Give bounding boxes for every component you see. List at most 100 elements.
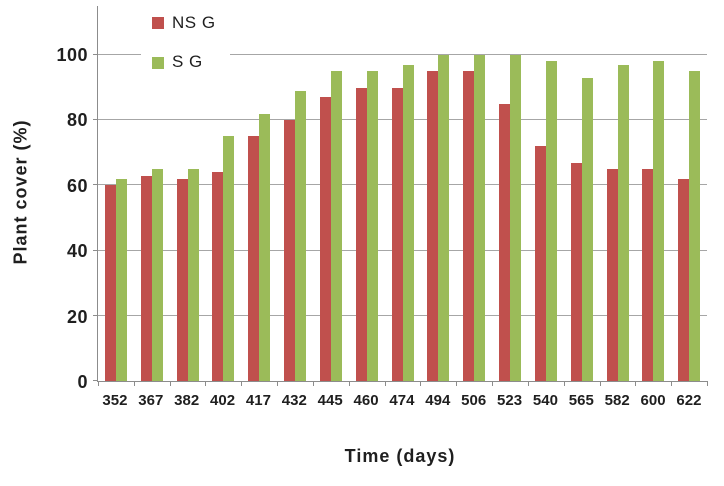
bar-sg-417 <box>259 113 271 381</box>
bar-nsg-540 <box>534 146 546 381</box>
bar-nsg-523 <box>499 103 511 381</box>
x-axis-ticks <box>98 381 708 387</box>
y-axis-title: Plant cover (%) <box>10 119 31 265</box>
bar-sg-622 <box>689 71 701 381</box>
bar-sg-367 <box>151 169 163 381</box>
y-tick-0 <box>93 380 98 381</box>
bar-sg-565 <box>581 77 593 381</box>
bar-sg-474 <box>402 64 414 381</box>
bar-nsg-622 <box>678 178 690 381</box>
legend-label: NS G <box>172 13 216 32</box>
bar-group-445 <box>313 6 349 381</box>
x-axis-label-367: 367 <box>138 392 164 409</box>
legend-item-sg: S G <box>152 52 216 72</box>
bar-sg-600 <box>653 61 665 381</box>
bar-sg-460 <box>366 71 378 381</box>
x-tick-0 <box>98 381 99 386</box>
x-tick-6 <box>312 381 314 386</box>
bar-nsg-367 <box>140 175 152 381</box>
y-axis-label-60: 60 <box>66 175 88 196</box>
x-axis-label-352: 352 <box>102 392 128 409</box>
y-axis-ticks <box>92 6 98 381</box>
bar-group-460 <box>349 6 385 381</box>
bar-nsg-417 <box>248 136 260 381</box>
y-axis-label-20: 20 <box>66 306 88 327</box>
bar-sg-582 <box>617 64 629 381</box>
x-axis-label-600: 600 <box>640 392 666 409</box>
x-tick-16 <box>671 381 673 386</box>
bar-nsg-352 <box>104 185 116 381</box>
bar-sg-494 <box>438 54 450 381</box>
bar-group-352 <box>98 6 134 381</box>
bar-nsg-506 <box>463 71 475 381</box>
x-tick-17 <box>707 381 708 386</box>
y-tick-60 <box>93 184 98 186</box>
x-axis-label-523: 523 <box>497 392 523 409</box>
bar-group-402 <box>205 6 241 381</box>
x-axis-label-417: 417 <box>245 392 271 409</box>
bar-nsg-432 <box>284 120 296 381</box>
bar-group-622 <box>671 6 707 381</box>
bar-group-494 <box>420 6 456 381</box>
x-axis-label-474: 474 <box>389 392 415 409</box>
bar-nsg-494 <box>427 71 439 381</box>
x-tick-1 <box>133 381 135 386</box>
x-tick-9 <box>420 381 422 386</box>
y-tick-100 <box>93 53 98 55</box>
bar-group-432 <box>277 6 313 381</box>
y-axis-label-80: 80 <box>66 110 88 131</box>
y-axis-label-0: 0 <box>77 372 88 392</box>
x-axis-label-622: 622 <box>676 392 702 409</box>
y-tick-80 <box>93 119 98 121</box>
x-tick-3 <box>205 381 207 386</box>
bar-sg-382 <box>187 169 199 381</box>
x-tick-10 <box>456 381 458 386</box>
x-axis-label-582: 582 <box>604 392 630 409</box>
y-tick-20 <box>93 314 98 316</box>
x-tick-8 <box>384 381 386 386</box>
x-axis-label-432: 432 <box>281 392 307 409</box>
y-axis-label-100: 100 <box>56 45 88 66</box>
bar-nsg-600 <box>642 169 654 381</box>
x-tick-15 <box>635 381 637 386</box>
bar-nsg-474 <box>391 87 403 381</box>
bar-group-565 <box>564 6 600 381</box>
bar-nsg-582 <box>606 169 618 381</box>
x-axis-label-445: 445 <box>317 392 343 409</box>
bar-group-540 <box>528 6 564 381</box>
bar-group-506 <box>456 6 492 381</box>
y-axis-label-40: 40 <box>66 241 88 262</box>
x-axis-tick-labels: 352 367 382 402 417 432 445 460 474 494 506 523 540 5… <box>97 392 707 410</box>
bar-group-523 <box>492 6 528 381</box>
x-axis-label-540: 540 <box>532 392 558 409</box>
bar-sg-506 <box>474 54 486 381</box>
bar-group-367 <box>134 6 170 381</box>
x-tick-11 <box>492 381 494 386</box>
x-tick-7 <box>348 381 350 386</box>
legend-item-nsg: NS G <box>152 13 216 33</box>
bar-nsg-460 <box>355 87 367 381</box>
bar-group-474 <box>385 6 421 381</box>
y-tick-40 <box>93 249 98 251</box>
bar-nsg-402 <box>212 172 224 381</box>
bar-nsg-565 <box>570 162 582 381</box>
x-axis-title: Time (days) <box>344 446 456 466</box>
legend-swatch-icon <box>152 17 164 30</box>
x-axis-label-382: 382 <box>174 392 200 409</box>
bar-sg-540 <box>545 61 557 381</box>
bar-group-417 <box>241 6 277 381</box>
bar-nsg-445 <box>319 97 331 381</box>
bar-group-582 <box>600 6 636 381</box>
legend-swatch-icon <box>152 56 164 69</box>
x-axis-label-565: 565 <box>568 392 594 409</box>
gridline-100 <box>98 53 707 55</box>
x-axis-label-494: 494 <box>425 392 451 409</box>
x-axis-label-460: 460 <box>353 392 379 409</box>
bar-sg-402 <box>223 136 235 381</box>
y-axis-tick-labels: 0 20 40 60 80 100 <box>36 6 88 391</box>
bar-group-382 <box>170 6 206 381</box>
x-axis-label-506: 506 <box>461 392 487 409</box>
x-axis-label-402: 402 <box>210 392 236 409</box>
plot-area <box>93 6 708 386</box>
bar-sg-445 <box>330 71 342 381</box>
